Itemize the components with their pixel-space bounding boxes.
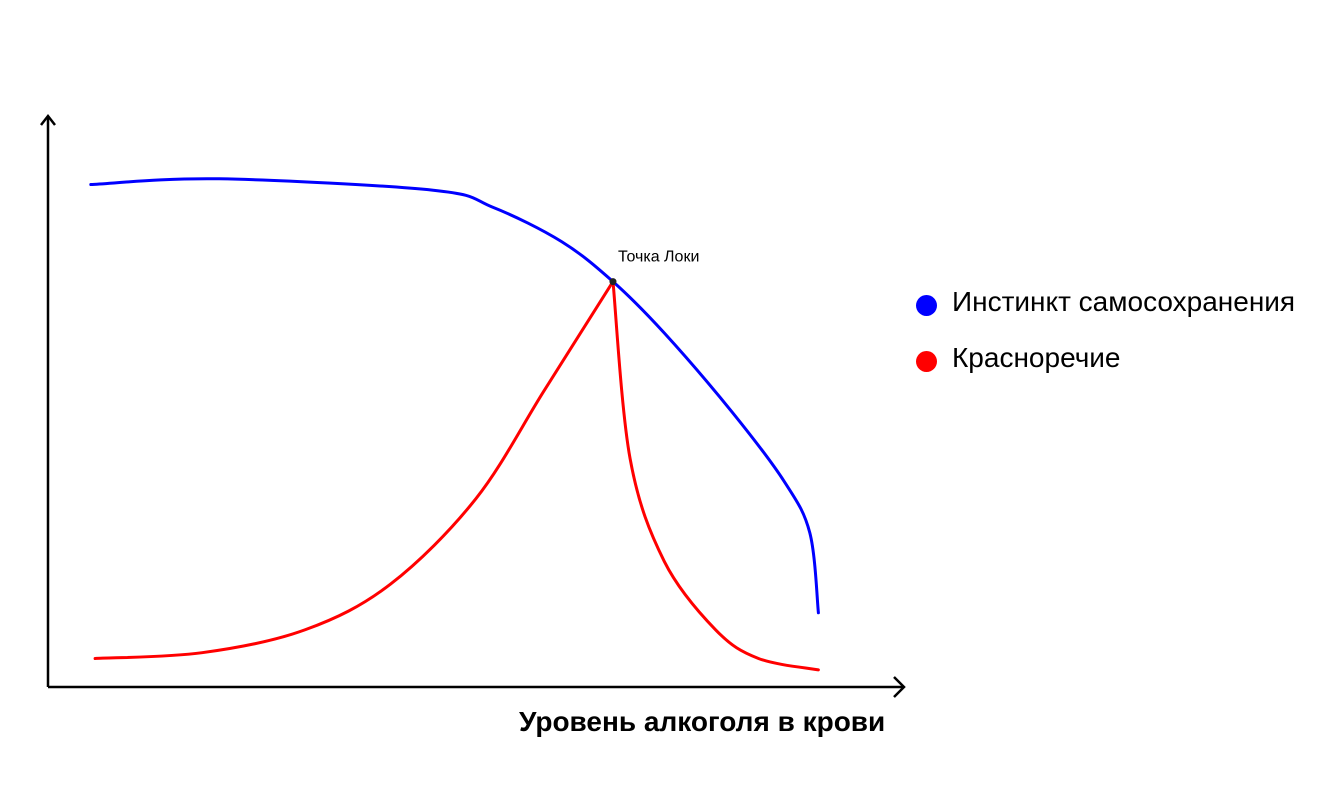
legend-swatch-red [916,351,937,372]
annotation-label: Точка Локи [618,249,699,266]
annotation-layer: Точка Локи [609,249,699,286]
legend-label: Красноречие [952,342,1121,373]
legend-swatch-blue [916,295,937,316]
annotation-point [609,278,617,286]
axes [40,113,906,698]
series-layer [89,177,820,672]
legend-label: Инстинкт самосохранения [952,286,1296,317]
series-line-0-0 [89,177,820,615]
series-line-1-0 [93,280,615,660]
series-line-1-1 [611,280,820,672]
y-axis-arrow-head [40,113,56,126]
x-axis-arrow-head [893,676,906,698]
x-axis-label: Уровень алкоголя в крови [519,706,886,737]
